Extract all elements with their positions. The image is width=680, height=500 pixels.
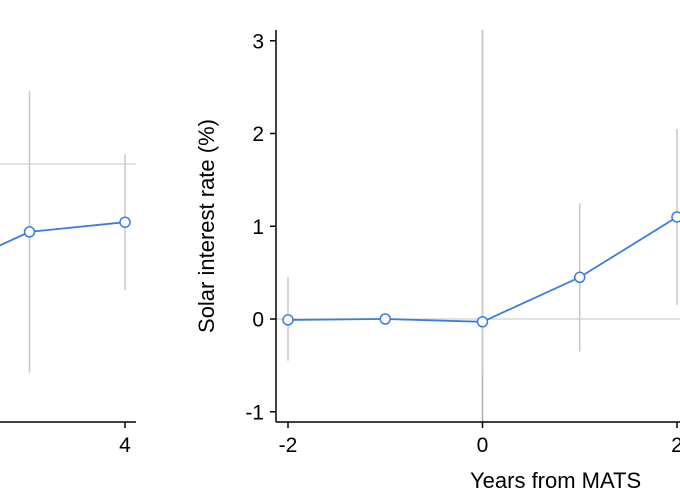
x-tick-label: -2: [279, 434, 298, 457]
data-point: [119, 216, 131, 228]
data-point: [379, 313, 391, 325]
data-point: [671, 211, 680, 223]
y-tick-label: 3: [252, 30, 264, 53]
data-point: [476, 316, 489, 328]
x-axis-title: Years from MATS: [470, 468, 641, 493]
series-line: [0, 221, 126, 247]
right-panel: -1 0 1 2 3 -2 0 2 Solar interest rate (%) Years f…: [194, 30, 680, 493]
y-tick-label: -1: [245, 401, 264, 424]
y-tick-label: 2: [252, 123, 264, 146]
data-point: [23, 226, 36, 238]
data-point: [574, 271, 586, 284]
y-tick-label: 0: [252, 309, 264, 332]
y-tick-label: 1: [252, 216, 264, 239]
data-point: [282, 314, 294, 326]
y-axis-title: Solar interest rate (%): [194, 119, 219, 333]
x-tick-label: 0: [477, 434, 489, 457]
x-tick-label: 4: [119, 434, 131, 457]
x-tick-label: 2: [671, 434, 680, 457]
left-panel: 4: [0, 91, 136, 457]
